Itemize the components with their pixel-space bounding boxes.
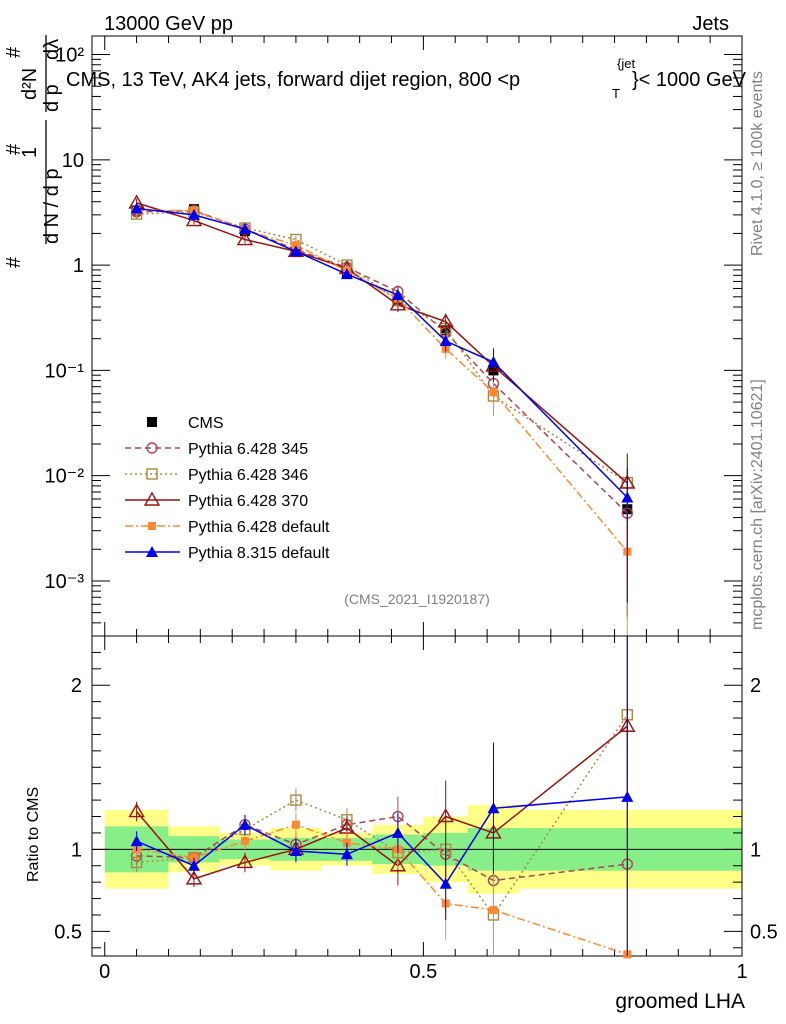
ratio-ytick-label: 2 xyxy=(71,675,82,697)
ratio-line xyxy=(136,714,628,917)
main-ytick-label: 10⁻² xyxy=(45,466,85,488)
ratio-point xyxy=(289,844,302,856)
ratio-point xyxy=(439,877,452,889)
legend-item: Pythia 6.428 345 xyxy=(125,441,308,458)
svg-text:{jet: {jet xyxy=(617,56,635,71)
main-ytick-label: 10⁻¹ xyxy=(45,360,85,382)
legend-marker xyxy=(143,491,161,506)
legend: CMS Pythia 6.428 345 Pythia 6.428 346 Pythi… xyxy=(125,415,330,562)
legend-item: Pythia 6.428 370 xyxy=(125,491,308,510)
svg-text:CMS, 13 TeV, AK4 jets, forward: CMS, 13 TeV, AK4 jets, forward dijet reg… xyxy=(66,69,520,91)
svg-text:T: T xyxy=(612,86,620,101)
ratio-point xyxy=(489,906,498,915)
ratio-point xyxy=(187,859,200,871)
ratio-ytick-label: 0.5 xyxy=(54,921,82,943)
main-panel: 10⁻³ 10⁻² 10⁻¹ 1 10 10² xyxy=(45,35,743,637)
data-point xyxy=(437,313,454,328)
data-point xyxy=(238,223,251,235)
legend-label: Pythia 6.428 default xyxy=(188,519,330,536)
main-ytick-label: 10⁻³ xyxy=(45,571,85,593)
main-ytick-label: 10 xyxy=(62,150,84,172)
svg-text:dλ: dλ xyxy=(41,39,63,60)
legend-item: Pythia 6.428 346 xyxy=(125,467,308,484)
legend-marker xyxy=(146,546,158,557)
data-point xyxy=(489,388,498,397)
legend-label: Pythia 6.428 346 xyxy=(188,467,308,484)
svg-text:d p: d p xyxy=(41,84,63,112)
ratio-point xyxy=(130,835,143,847)
svg-text:1: 1 xyxy=(19,147,41,158)
rivet-label: Rivet 4.1.0, ≥ 100k events xyxy=(749,71,766,256)
data-point xyxy=(621,491,634,503)
series-line xyxy=(136,209,628,553)
svg-text:}< 1000 GeV: }< 1000 GeV xyxy=(632,69,747,91)
mcplots-label: mcplots.cern.ch [arXiv:2401.10621] xyxy=(749,379,766,630)
ratio-point xyxy=(291,820,300,829)
ratio-point xyxy=(340,848,353,860)
legend-label: Pythia 6.428 370 xyxy=(188,493,308,510)
legend-marker xyxy=(146,442,158,454)
ratio-ylabel: Ratio to CMS xyxy=(25,787,42,882)
legend-item: CMS xyxy=(147,415,224,432)
ratio-point xyxy=(128,803,145,818)
legend-item: Pythia 8.315 default xyxy=(125,545,330,562)
series-pythia-8-315-default xyxy=(130,202,634,603)
svg-text:#: # xyxy=(3,256,25,268)
main-ylabel: # 1 d N / d p # d²N d p # dλ xyxy=(3,35,63,268)
legend-item: Pythia 6.428 default xyxy=(125,519,330,536)
legend-marker xyxy=(147,417,157,427)
data-point xyxy=(389,296,407,311)
ratio-point xyxy=(185,870,203,885)
legend-marker xyxy=(148,522,156,530)
ratio-ytick-label-right: 1 xyxy=(750,839,761,861)
ratio-xtick-label: 0 xyxy=(99,961,110,983)
legend-marker xyxy=(146,468,158,480)
ratio-xtick-label: 0.5 xyxy=(409,961,437,983)
legend-label: Pythia 6.428 345 xyxy=(188,441,308,458)
main-ytick-label: 10² xyxy=(55,45,84,67)
main-ytick-label: 1 xyxy=(73,255,84,277)
ratio-point xyxy=(621,790,634,802)
header-left: 13000 GeV pp xyxy=(104,13,233,35)
data-point xyxy=(187,208,200,220)
watermark: (CMS_2021_I1920187) xyxy=(344,591,490,607)
ratio-point xyxy=(391,826,404,838)
svg-text:d N / d p: d N / d p xyxy=(41,168,63,244)
ratio-point xyxy=(487,802,500,814)
data-point xyxy=(439,335,452,347)
data-point xyxy=(291,241,300,250)
ratio-xtick-label: 1 xyxy=(736,961,747,983)
ratio-point xyxy=(290,794,302,806)
header-right: Jets xyxy=(692,13,729,35)
data-point xyxy=(340,268,353,280)
data-point xyxy=(289,245,302,257)
data-point xyxy=(487,356,500,368)
ratio-xlabel: groomed LHA xyxy=(615,990,745,1013)
data-point xyxy=(236,231,254,246)
data-point xyxy=(391,289,404,301)
ratio-point xyxy=(236,854,254,869)
ratio-ytick-label-right: 0.5 xyxy=(750,921,778,943)
legend-label: Pythia 8.315 default xyxy=(188,545,330,562)
ratio-series-pythia-6-428-346 xyxy=(130,636,633,956)
svg-text:#: # xyxy=(3,143,25,155)
ratio-series-pythia-8-315-default xyxy=(130,636,634,956)
ratio-ytick-label-right: 2 xyxy=(750,675,761,697)
ratio-point xyxy=(238,818,251,830)
ratio-ytick-label: 1 xyxy=(71,839,82,861)
ratio-frame xyxy=(91,635,743,957)
ratio-point xyxy=(389,857,407,872)
ratio-point xyxy=(437,808,454,823)
plot-title: CMS, 13 TeV, AK4 jets, forward dijet reg… xyxy=(66,56,747,101)
svg-text:d²N: d²N xyxy=(19,68,41,100)
ratio-point xyxy=(240,837,249,846)
svg-text:#: # xyxy=(3,46,25,58)
ratio-panel: 0.5 0.51 12 20 0.5 1 xyxy=(54,635,778,983)
legend-label: CMS xyxy=(188,415,224,432)
data-point xyxy=(130,202,143,214)
